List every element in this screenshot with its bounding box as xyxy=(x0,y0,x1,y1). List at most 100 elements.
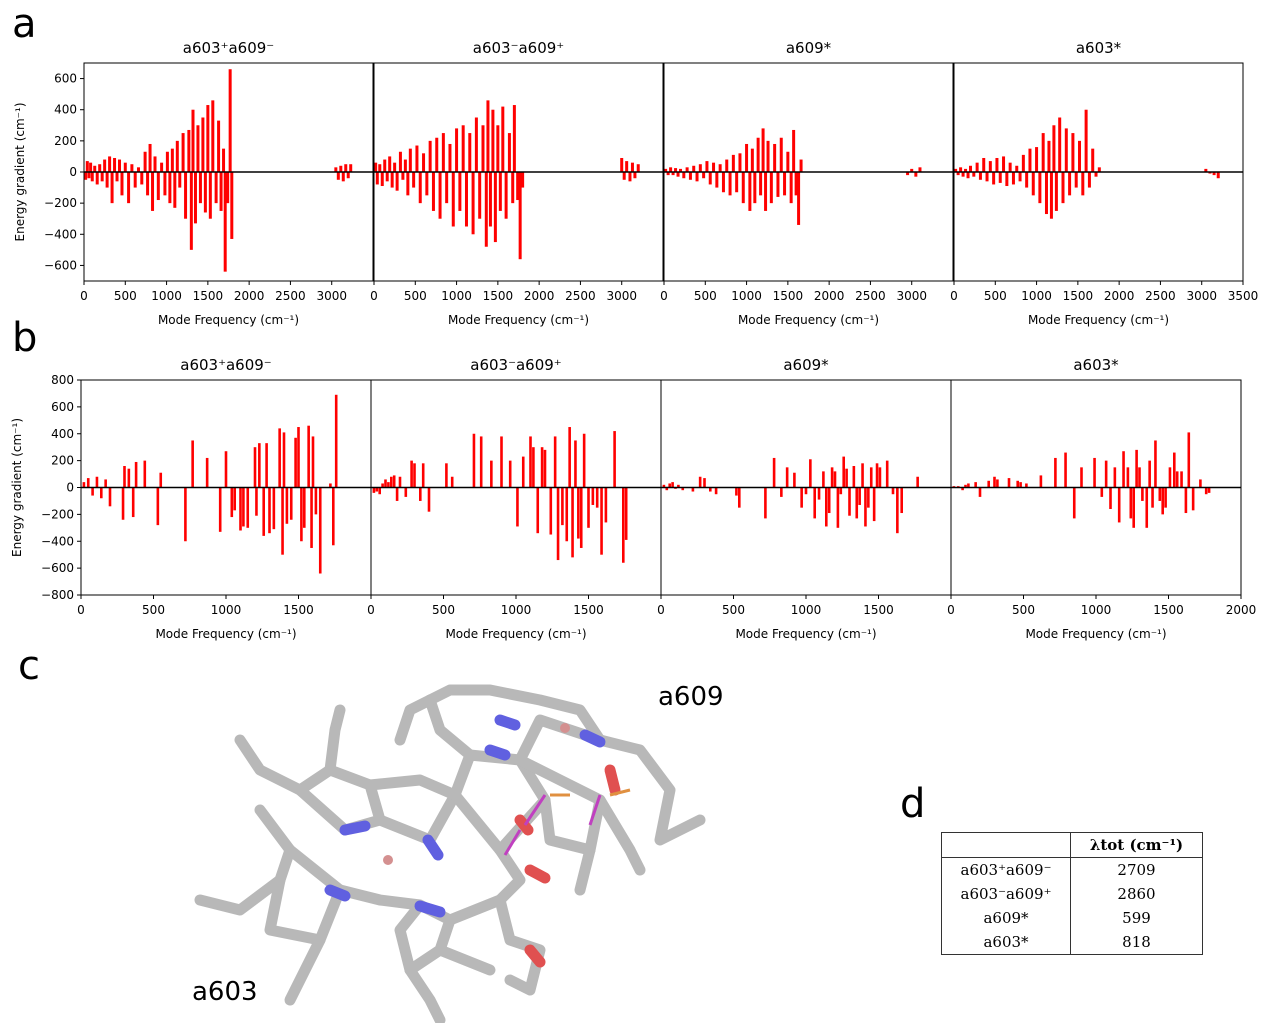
bar xyxy=(206,105,209,172)
bar xyxy=(122,488,125,520)
bar xyxy=(500,436,503,487)
bar xyxy=(404,160,407,172)
bar xyxy=(1015,166,1018,172)
bar xyxy=(307,426,310,488)
bar xyxy=(583,434,586,488)
bar xyxy=(1045,172,1048,214)
bar xyxy=(286,488,289,524)
bar xyxy=(130,164,133,172)
bar xyxy=(297,427,300,487)
bar xyxy=(858,488,861,505)
bar xyxy=(725,160,728,172)
bar xyxy=(1176,471,1179,487)
bar xyxy=(103,160,106,172)
y-tick-label: −200 xyxy=(41,507,74,521)
bar xyxy=(742,172,745,203)
bar xyxy=(1054,458,1057,488)
x-tick-label: 2000 xyxy=(524,289,555,303)
x-tick-label: 3500 xyxy=(1228,289,1259,303)
bar xyxy=(689,172,692,180)
bar xyxy=(91,488,94,496)
bar xyxy=(191,440,194,487)
x-tick-label: 500 xyxy=(722,603,745,617)
bar xyxy=(637,164,640,172)
bar xyxy=(96,172,99,184)
bar xyxy=(1019,482,1022,487)
bar xyxy=(281,488,284,555)
x-tick-label: 500 xyxy=(984,289,1007,303)
x-axis-label: Mode Frequency (cm⁻¹) xyxy=(158,313,299,327)
bar xyxy=(242,488,245,527)
bar xyxy=(465,172,468,227)
bar xyxy=(712,163,715,172)
bar xyxy=(118,160,121,172)
bar xyxy=(230,172,233,239)
bar xyxy=(729,172,732,195)
bar xyxy=(176,141,179,172)
bar xyxy=(986,172,989,181)
bar xyxy=(776,172,779,197)
bar xyxy=(561,488,564,526)
bar xyxy=(1016,481,1019,488)
x-tick-label: 2000 xyxy=(1104,289,1135,303)
y-tick-label: 400 xyxy=(51,427,74,441)
bar xyxy=(842,457,845,488)
bar xyxy=(900,488,903,514)
bar xyxy=(805,488,808,495)
bar xyxy=(349,164,352,172)
bar xyxy=(625,488,628,540)
bar xyxy=(974,482,977,487)
bar xyxy=(622,488,625,563)
bar xyxy=(565,488,568,542)
bar xyxy=(201,118,204,173)
bar xyxy=(1093,458,1096,488)
bar xyxy=(393,475,396,487)
bar xyxy=(1159,488,1162,501)
bar xyxy=(1005,172,1008,186)
bar xyxy=(886,461,889,488)
bar xyxy=(692,166,695,172)
bar xyxy=(1002,156,1005,172)
bar xyxy=(229,69,232,172)
x-tick-label: 0 xyxy=(660,289,668,303)
bar xyxy=(873,488,876,522)
bar xyxy=(773,458,776,488)
bar xyxy=(568,427,571,487)
bar xyxy=(239,488,242,531)
bar xyxy=(319,488,322,574)
bar xyxy=(892,488,895,495)
bar xyxy=(489,172,492,227)
bar xyxy=(1038,172,1041,203)
table-header: λtot (cm⁻¹) xyxy=(1071,833,1203,858)
bar xyxy=(194,172,197,223)
bar xyxy=(157,172,160,200)
bar xyxy=(335,395,338,488)
bar xyxy=(425,172,428,195)
bar xyxy=(1068,172,1071,195)
bar xyxy=(999,172,1002,183)
bar xyxy=(415,146,418,172)
bar xyxy=(144,461,147,488)
bar xyxy=(786,152,789,172)
row-label: a603⁺a609⁻ xyxy=(942,858,1071,883)
x-tick-label: 500 xyxy=(1012,603,1035,617)
bar xyxy=(705,161,708,172)
bar xyxy=(825,488,828,527)
bar xyxy=(410,461,413,488)
bar xyxy=(445,172,448,203)
bar xyxy=(596,488,599,508)
bar xyxy=(764,488,767,519)
bar xyxy=(1114,467,1117,487)
bar xyxy=(1050,172,1053,219)
bar xyxy=(396,172,399,191)
bar xyxy=(1188,432,1191,487)
bar xyxy=(1064,453,1067,488)
bar xyxy=(671,482,674,487)
bar xyxy=(93,166,96,172)
bar xyxy=(1061,172,1064,203)
bar xyxy=(217,121,220,172)
y-tick-label: 600 xyxy=(51,400,74,414)
bar xyxy=(1081,172,1084,195)
bar xyxy=(100,488,103,499)
bar xyxy=(381,172,384,186)
